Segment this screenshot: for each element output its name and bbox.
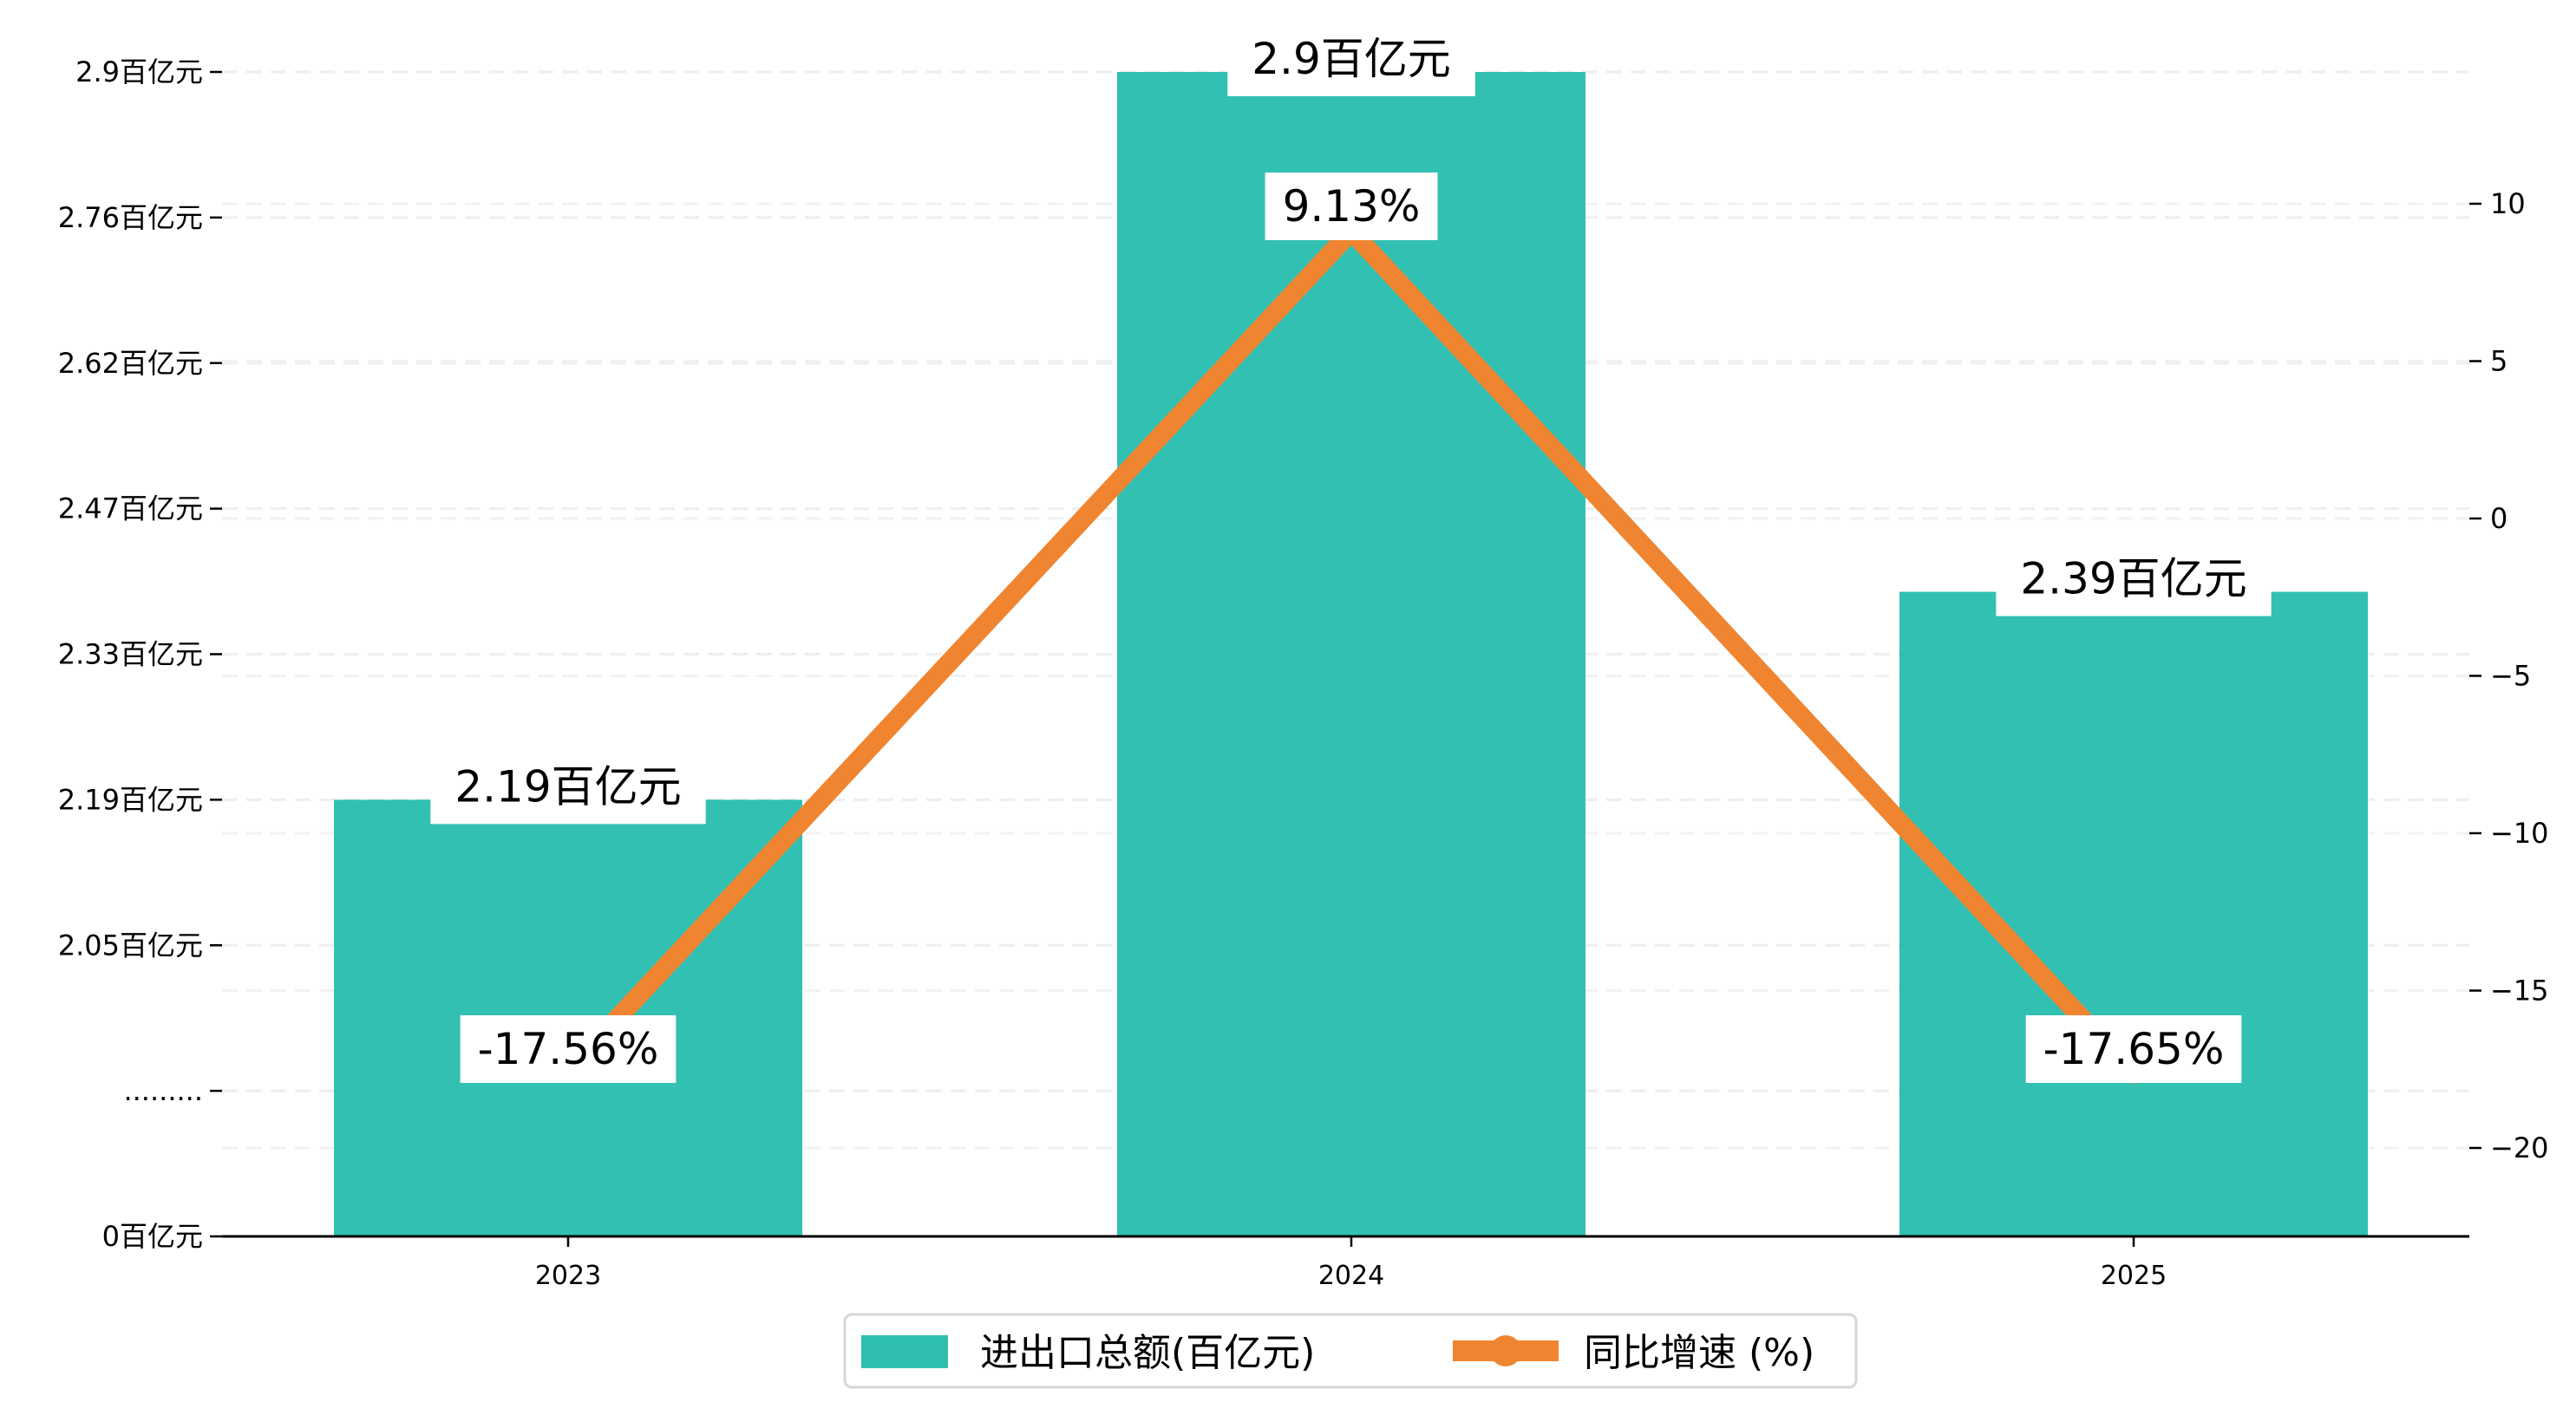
- x-tick-label: 2024: [1318, 1261, 1384, 1291]
- legend-bar-label: 进出口总额(百亿元): [980, 1331, 1315, 1375]
- growth-value-label: -17.65%: [2025, 1015, 2242, 1083]
- right-tick-label: −10: [2490, 817, 2549, 850]
- data-labels: 2.19百亿元 -17.56% 2.9百亿元 9.13% 2.39百亿元 -17.65%: [430, 22, 2272, 1083]
- bar-value-label-bg: [1227, 22, 1475, 96]
- legend-line-marker: [1490, 1335, 1521, 1366]
- left-tick-label: 2.33百亿元: [58, 638, 203, 671]
- legend-line-label: 同比增速 (%): [1584, 1331, 1814, 1375]
- growth-value-label-text: -17.56%: [478, 1024, 659, 1074]
- bar-value-label: 2.19百亿元: [430, 749, 706, 825]
- x-tick-label: 2023: [535, 1261, 601, 1291]
- legend: 进出口总额(百亿元) 同比增速 (%): [843, 1313, 1858, 1389]
- bar-2025: [1899, 591, 2368, 1236]
- right-tick-label: 10: [2490, 187, 2526, 220]
- left-tick-label: 2.47百亿元: [58, 492, 203, 525]
- growth-value-label-bg: [1265, 173, 1438, 240]
- right-tick-label: −20: [2490, 1131, 2549, 1164]
- left-tick-label: 0百亿元: [102, 1220, 203, 1253]
- left-tick-label: 2.9百亿元: [75, 55, 203, 88]
- bar-value-label-text: 2.39百亿元: [2020, 554, 2246, 604]
- growth-value-label-bg: [2025, 1015, 2242, 1083]
- legend-bar-swatch: [861, 1335, 948, 1368]
- bar-value-label-text: 2.19百亿元: [454, 761, 681, 812]
- right-tick-label: −15: [2490, 975, 2549, 1007]
- growth-value-label: 9.13%: [1265, 173, 1438, 240]
- left-tick-label: 2.19百亿元: [58, 783, 203, 816]
- growth-value-label-bg: [460, 1015, 677, 1083]
- right-tick-label: 0: [2490, 502, 2507, 535]
- right-tick-label: −5: [2490, 660, 2531, 693]
- bar-value-label-bg: [430, 749, 706, 825]
- bar-value-label-text: 2.9百亿元: [1252, 34, 1451, 84]
- left-tick-label: .........: [123, 1074, 203, 1107]
- right-tick-label: 5: [2490, 345, 2507, 378]
- left-tick-label: 2.76百亿元: [58, 201, 203, 234]
- growth-value-label: -17.56%: [460, 1015, 677, 1083]
- x-tick-label: 2025: [2101, 1261, 2167, 1291]
- bar-value-label: 2.39百亿元: [1996, 541, 2272, 616]
- axes: 0百亿元......... 2.05百亿元 2.19百亿元 2.33百亿元 2.47百亿…: [58, 55, 2549, 1291]
- bar-value-label-bg: [1996, 541, 2272, 616]
- growth-value-label-text: 9.13%: [1283, 181, 1421, 231]
- bar-value-label: 2.9百亿元: [1227, 22, 1475, 96]
- left-tick-label: 2.62百亿元: [58, 347, 203, 380]
- left-tick-label: 2.05百亿元: [58, 929, 203, 962]
- bar-2024: [1117, 72, 1585, 1236]
- legend-box: [843, 1313, 1858, 1389]
- growth-value-label-text: -17.65%: [2043, 1024, 2225, 1074]
